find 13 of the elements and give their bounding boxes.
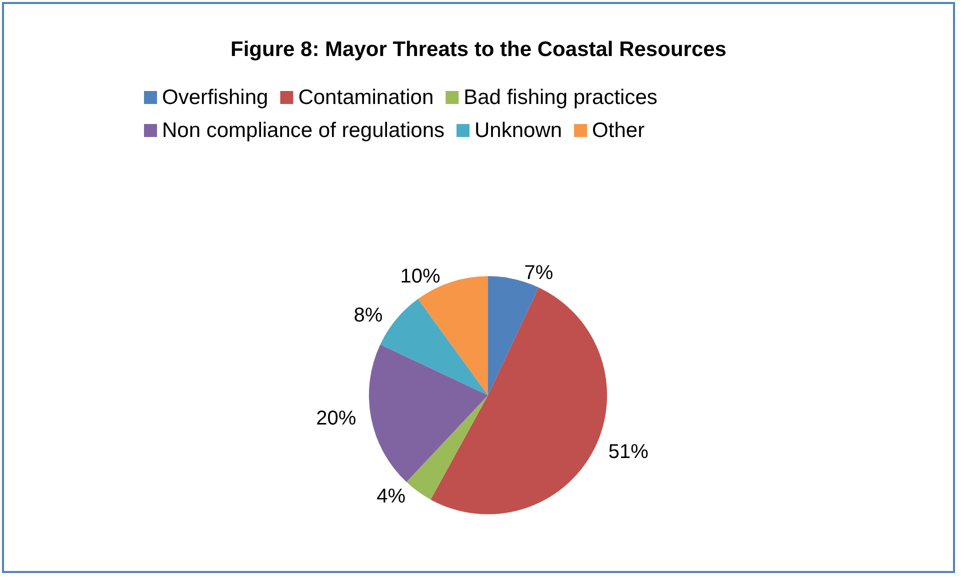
legend-label: Other [592, 119, 645, 142]
data-label: 20% [316, 408, 356, 430]
data-label: 51% [608, 441, 649, 464]
legend-label: Bad fishing practices [464, 86, 658, 109]
legend-label: Overfishing [162, 86, 268, 109]
legend-label: Unknown [474, 119, 562, 142]
data-label: 4% [376, 485, 406, 508]
chart-title: Figure 8: Mayor Threats to the Coastal Resources [230, 38, 726, 61]
data-label: 7% [524, 262, 554, 284]
legend-label: Non compliance of regulations [162, 119, 444, 142]
legend-label: Contamination [298, 86, 434, 109]
data-label: 10% [400, 265, 441, 288]
data-label: 8% [354, 304, 383, 327]
